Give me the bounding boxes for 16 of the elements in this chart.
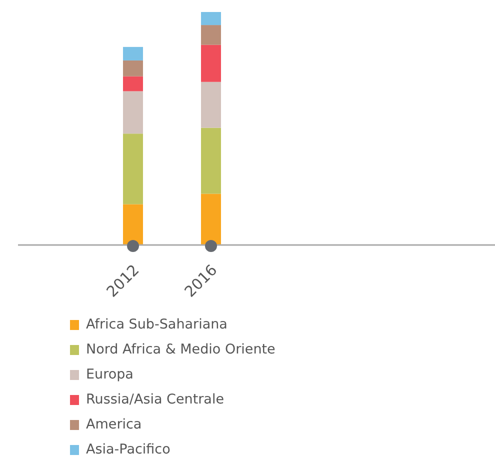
bar (201, 12, 221, 26)
bar (201, 25, 221, 45)
legend-label: Europa (86, 366, 134, 383)
legend-label: America (86, 416, 142, 433)
bar (201, 44, 221, 82)
bar (201, 128, 221, 194)
legend-label: Asia-Pacifico (86, 442, 170, 458)
bar (123, 134, 143, 204)
bar (123, 76, 143, 92)
bar (201, 82, 221, 128)
bar (123, 60, 143, 76)
bar (123, 46, 143, 60)
legend-label: Russia/Asia Centrale (86, 392, 224, 408)
legend-label: Africa Sub-Sahariana (86, 316, 228, 333)
bar (123, 91, 143, 134)
legend-label: Nord Africa & Medio Oriente (86, 342, 276, 358)
